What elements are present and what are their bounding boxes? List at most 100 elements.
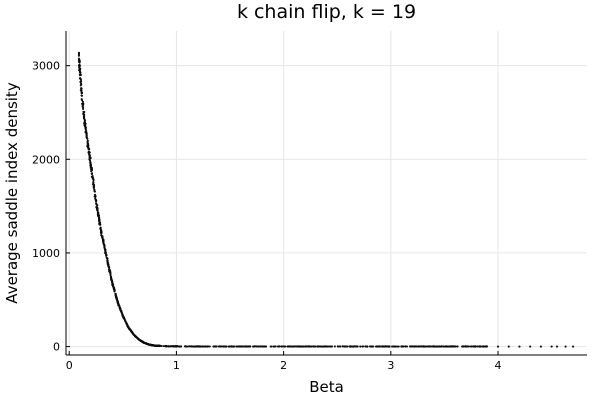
data-point <box>256 345 259 348</box>
data-point <box>336 345 339 348</box>
data-points <box>77 51 575 348</box>
data-point <box>130 330 133 334</box>
data-point <box>433 345 436 348</box>
data-point <box>290 345 293 348</box>
data-point <box>79 84 82 87</box>
data-point <box>235 345 238 348</box>
data-point <box>88 154 91 157</box>
data-point <box>106 262 109 265</box>
data-point <box>126 324 129 327</box>
data-point <box>79 73 82 76</box>
data-point <box>378 345 381 348</box>
data-point <box>86 146 89 149</box>
data-point <box>120 309 123 312</box>
data-point <box>134 335 137 338</box>
data-point <box>95 203 98 206</box>
data-point <box>113 288 116 291</box>
data-point <box>445 345 448 348</box>
data-point <box>157 344 160 348</box>
data-point <box>111 284 114 287</box>
y-tick-label: 0 <box>53 341 60 354</box>
y-tick-label: 3000 <box>32 60 60 73</box>
data-point <box>429 345 432 348</box>
data-point <box>397 345 400 348</box>
data-point <box>93 190 96 193</box>
data-point <box>310 345 313 348</box>
plot-frame <box>65 31 587 356</box>
data-point <box>116 300 119 303</box>
data-point <box>264 345 268 348</box>
data-point <box>184 345 187 348</box>
data-point <box>84 125 87 128</box>
data-point <box>129 329 132 332</box>
y-tick-label: 2000 <box>32 153 60 166</box>
data-point <box>186 345 190 348</box>
data-point <box>98 219 101 222</box>
data-point <box>474 345 477 348</box>
data-point <box>454 345 457 348</box>
data-point <box>481 345 484 348</box>
data-point <box>79 77 82 80</box>
data-point <box>108 266 111 269</box>
data-point <box>270 345 273 348</box>
data-point <box>353 345 356 348</box>
data-point <box>447 345 450 348</box>
data-point <box>382 345 385 348</box>
data-point <box>155 344 158 347</box>
data-point <box>136 337 139 340</box>
data-point <box>118 305 121 308</box>
data-point <box>550 345 553 348</box>
x-tick-label: 0 <box>66 359 73 372</box>
data-point <box>225 345 228 348</box>
data-point <box>90 168 93 171</box>
data-point <box>529 345 532 348</box>
data-point <box>418 345 421 348</box>
data-point <box>83 111 86 114</box>
data-point <box>316 345 319 348</box>
data-point <box>263 345 266 348</box>
data-point <box>114 292 117 295</box>
data-point <box>115 298 119 301</box>
data-point <box>91 177 94 180</box>
data-point <box>572 345 575 348</box>
data-point <box>391 345 394 348</box>
data-point <box>83 122 86 125</box>
data-point <box>95 206 98 209</box>
data-point <box>196 345 199 348</box>
data-point <box>441 345 445 348</box>
data-point <box>100 231 103 234</box>
data-point <box>81 99 84 102</box>
data-point <box>78 67 81 70</box>
data-point <box>359 345 362 348</box>
data-point <box>435 345 439 348</box>
data-point <box>333 345 336 348</box>
y-axis-label: Average saddle index density <box>3 82 21 304</box>
data-point <box>469 345 472 348</box>
data-point <box>228 345 231 348</box>
data-point <box>302 345 305 348</box>
data-point <box>555 345 559 348</box>
data-point <box>149 343 152 346</box>
data-point <box>89 161 92 165</box>
data-point <box>152 344 155 347</box>
data-point <box>83 113 86 116</box>
data-point <box>496 345 500 348</box>
x-tick-label: 2 <box>280 359 287 372</box>
data-point <box>78 57 81 61</box>
data-point <box>179 345 182 348</box>
data-point <box>118 307 122 310</box>
data-point <box>120 311 123 314</box>
data-point <box>413 345 416 348</box>
data-point <box>350 345 353 348</box>
data-point <box>87 151 90 154</box>
data-point <box>261 345 264 348</box>
x-tick-label: 4 <box>495 359 502 372</box>
chart-title: k chain flip, k = 19 <box>237 1 416 23</box>
data-point <box>274 345 277 348</box>
data-point <box>106 259 109 262</box>
data-point <box>88 159 92 162</box>
data-point <box>218 345 221 348</box>
data-point <box>422 345 425 348</box>
data-point <box>396 345 399 348</box>
data-point <box>201 345 205 348</box>
